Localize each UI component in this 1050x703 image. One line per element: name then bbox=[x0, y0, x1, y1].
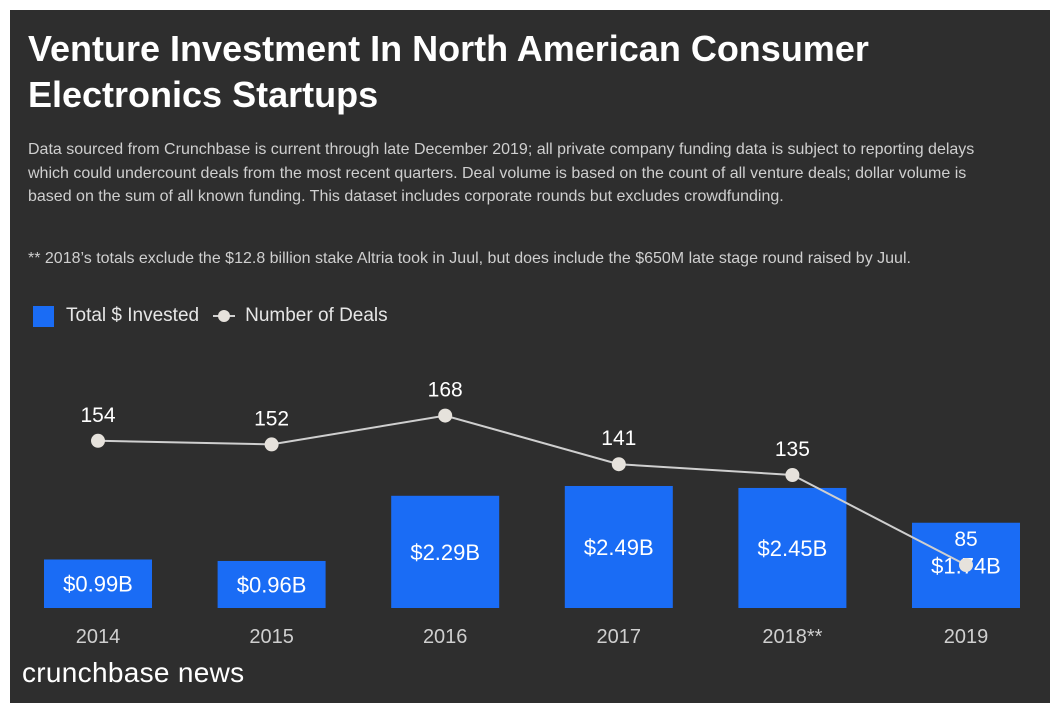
bar-0 bbox=[44, 559, 152, 608]
chart-card bbox=[10, 10, 1050, 703]
deals-line bbox=[97, 414, 967, 566]
deals-point-4 bbox=[785, 468, 800, 482]
deals-point-1 bbox=[264, 437, 279, 452]
bar-value-label-0: $0.99B bbox=[63, 572, 133, 597]
deals-point-0 bbox=[91, 433, 105, 448]
bar-value-label-4: $2.45B bbox=[758, 536, 828, 561]
deals-point-3 bbox=[611, 457, 626, 472]
chart-legend: Total $ Invested Number of Deals bbox=[33, 303, 388, 329]
x-tick-label-4: 2018** bbox=[762, 626, 822, 648]
deals-value-label-2: 168 bbox=[428, 379, 463, 402]
legend-label-deals: Number of Deals bbox=[245, 305, 388, 326]
deals-point-2 bbox=[438, 408, 453, 423]
bar-4 bbox=[738, 487, 847, 608]
x-tick-label-5: 2019 bbox=[944, 626, 989, 648]
chart-description: Data sourced from Crunchbase is current … bbox=[28, 141, 975, 205]
deals-point-5 bbox=[959, 558, 973, 572]
chart-footnote: ** 2018’s totals exclude the $12.8 billi… bbox=[28, 250, 911, 267]
x-tick-label-1: 2015 bbox=[249, 626, 294, 648]
deals-value-label-0: 154 bbox=[80, 404, 115, 427]
legend-label-invested: Total $ Invested bbox=[66, 305, 200, 326]
bar-1 bbox=[217, 560, 326, 608]
bar-value-label-2: $2.29B bbox=[410, 540, 480, 565]
deals-value-label-5: 85 bbox=[954, 528, 977, 551]
x-tick-label-2: 2016 bbox=[423, 626, 468, 648]
bar-2 bbox=[391, 495, 500, 608]
brand-logo-text: crunchbase news bbox=[22, 657, 245, 688]
x-tick-label-0: 2014 bbox=[76, 626, 121, 648]
bar-3 bbox=[564, 485, 673, 608]
legend-swatch-invested bbox=[33, 305, 54, 327]
deals-value-label-1: 152 bbox=[254, 407, 289, 430]
chart-title: Venture Investment In North American Con… bbox=[28, 28, 869, 115]
x-tick-label-3: 2017 bbox=[597, 626, 642, 648]
legend-swatch-deals bbox=[213, 305, 236, 327]
bar-value-label-3: $2.49B bbox=[584, 535, 654, 560]
bar-value-label-1: $0.96B bbox=[237, 572, 307, 597]
deals-value-label-4: 135 bbox=[775, 438, 810, 461]
deals-value-label-3: 141 bbox=[601, 427, 636, 450]
